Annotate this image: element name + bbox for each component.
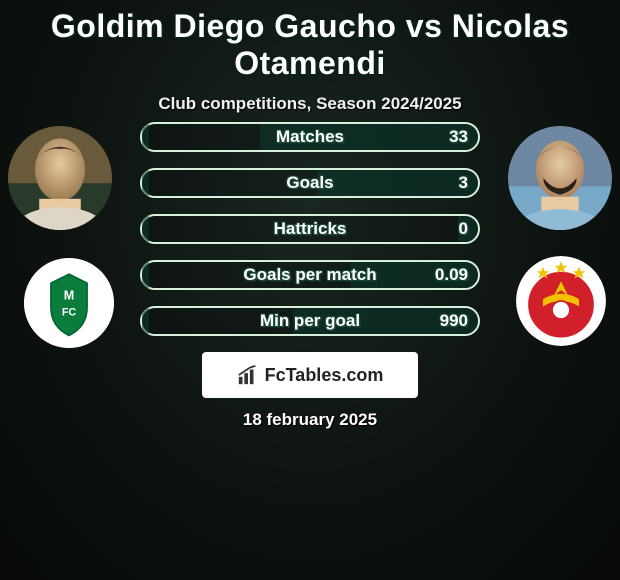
stat-row-hattricks: Hattricks 0 [140,214,480,244]
subtitle: Club competitions, Season 2024/2025 [0,94,620,114]
stat-right-value: 3 [459,173,468,193]
club-left-crest: M FC [24,258,114,348]
branding-badge: FcTables.com [202,352,418,398]
club-right-crest [516,256,606,346]
stat-right-value: 0.09 [435,265,468,285]
stat-fill-left [142,216,149,242]
page-title: Goldim Diego Gaucho vs Nicolas Otamendi [0,0,620,82]
stat-row-goals: Goals 3 [140,168,480,198]
player-left-avatar [8,126,112,230]
stat-row-matches: Matches 33 [140,122,480,152]
stat-row-min-per-goal: Min per goal 990 [140,306,480,336]
svg-text:FC: FC [62,307,77,319]
stat-fill-left [142,308,149,334]
stat-fill-left [142,262,149,288]
player-right-avatar [508,126,612,230]
stat-fill-right [317,170,478,196]
stat-right-value: 990 [440,311,468,331]
stat-label: Matches [276,127,344,147]
stat-fill-left [142,124,149,150]
stat-label: Goals [286,173,333,193]
stats-panel: Matches 33 Goals 3 Hattricks 0 Goals per… [140,122,480,352]
stat-fill-left [142,170,149,196]
stat-row-goals-per-match: Goals per match 0.09 [140,260,480,290]
stat-right-value: 33 [449,127,468,147]
stat-label: Hattricks [274,219,347,239]
stat-label: Goals per match [243,265,376,285]
date-label: 18 february 2025 [0,410,620,430]
stat-right-value: 0 [459,219,468,239]
chart-icon [237,364,259,386]
svg-text:M: M [64,288,75,302]
branding-text: FcTables.com [265,365,384,386]
stat-label: Min per goal [260,311,360,331]
